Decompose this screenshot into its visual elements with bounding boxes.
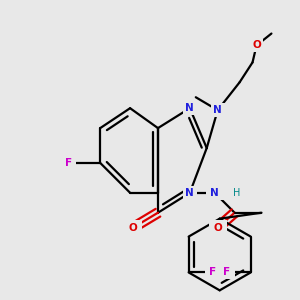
Bar — [209, 220, 226, 236]
Text: F: F — [209, 267, 216, 278]
Text: N: N — [210, 188, 219, 198]
Text: O: O — [213, 223, 222, 232]
Bar — [219, 266, 235, 279]
Text: N: N — [185, 103, 194, 113]
Text: F: F — [65, 158, 72, 168]
Text: N: N — [185, 188, 194, 198]
Bar — [124, 220, 142, 236]
Text: N: N — [213, 105, 222, 115]
Text: F: F — [223, 267, 230, 278]
Text: O: O — [129, 223, 137, 232]
Bar — [206, 186, 224, 200]
Bar — [183, 186, 197, 200]
Bar — [211, 103, 225, 117]
Bar — [60, 156, 76, 170]
Text: H: H — [233, 188, 240, 198]
Bar — [250, 38, 263, 52]
Bar — [183, 101, 197, 115]
Text: O: O — [252, 40, 261, 50]
Bar — [205, 266, 220, 279]
